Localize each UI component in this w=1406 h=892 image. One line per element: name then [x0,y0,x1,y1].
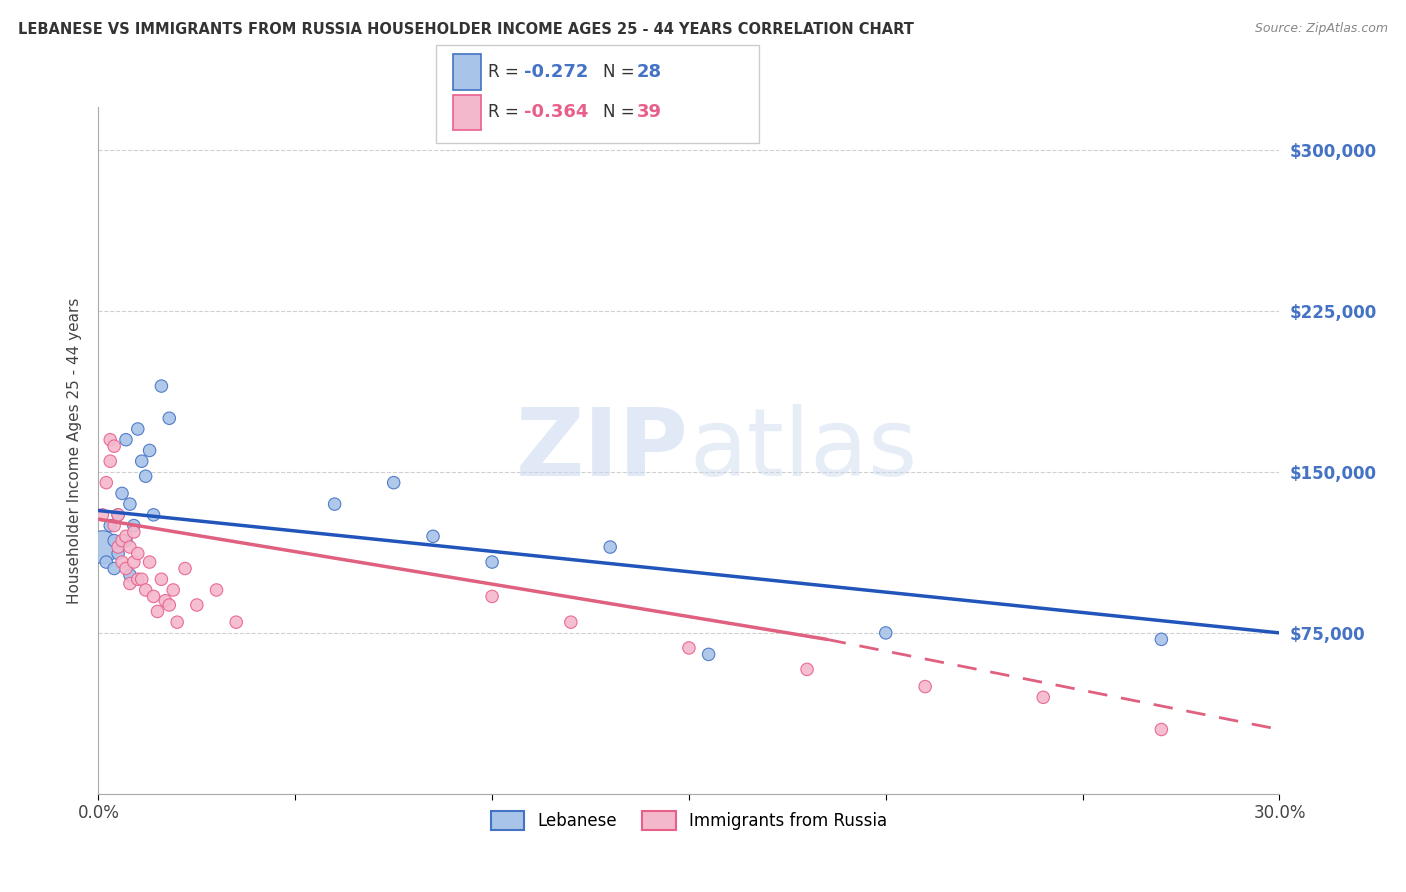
Point [122,524,145,539]
Point [142,590,165,604]
Point [174,561,197,575]
Point [157,411,180,425]
Point [127,572,149,586]
Y-axis label: Householder Income Ages 25 - 44 years: Householder Income Ages 25 - 44 years [66,297,82,604]
Text: Source: ZipAtlas.com: Source: ZipAtlas.com [1254,22,1388,36]
Point [111,555,134,569]
Text: atlas: atlas [689,404,917,497]
Point [138,555,160,569]
Point [103,561,125,575]
Text: ZIP: ZIP [516,404,689,497]
Point [186,598,208,612]
Point [118,540,141,554]
Point [481,590,503,604]
Point [111,486,134,500]
Point [122,518,145,533]
Point [1032,690,1054,705]
Point [127,546,149,561]
Point [142,508,165,522]
Point [107,546,129,561]
Point [127,422,149,436]
Point [91,508,114,522]
Point [96,475,118,490]
Point [91,540,114,554]
Legend: Lebanese, Immigrants from Russia: Lebanese, Immigrants from Russia [484,805,894,837]
Point [678,640,700,655]
Point [382,475,405,490]
Point [422,529,444,543]
Point [103,518,125,533]
Point [131,572,153,586]
Text: -0.364: -0.364 [524,103,589,121]
Point [115,533,138,548]
Text: R =: R = [488,63,524,81]
Point [98,518,121,533]
Point [1150,723,1173,737]
Point [166,615,188,630]
Point [118,568,141,582]
Point [796,662,818,676]
Point [118,497,141,511]
Point [98,454,121,468]
Point [162,582,184,597]
Point [111,533,134,548]
Point [914,680,936,694]
Point [560,615,582,630]
Point [875,626,897,640]
Point [323,497,346,511]
Point [107,508,129,522]
Point [697,648,720,662]
Point [1150,632,1173,647]
Point [122,555,145,569]
Point [98,433,121,447]
Point [115,529,138,543]
Point [135,469,157,483]
Point [138,443,160,458]
Point [155,593,177,607]
Point [481,555,503,569]
Point [107,540,129,554]
Text: N =: N = [603,63,640,81]
Point [135,582,157,597]
Text: 28: 28 [637,63,662,81]
Point [103,439,125,453]
Text: LEBANESE VS IMMIGRANTS FROM RUSSIA HOUSEHOLDER INCOME AGES 25 - 44 YEARS CORRELA: LEBANESE VS IMMIGRANTS FROM RUSSIA HOUSE… [18,22,914,37]
Point [103,533,125,548]
Point [205,582,228,597]
Point [146,604,169,618]
Text: -0.272: -0.272 [524,63,589,81]
Point [157,598,180,612]
Point [150,379,173,393]
Point [96,555,118,569]
Point [107,508,129,522]
Point [115,561,138,575]
Text: N =: N = [603,103,640,121]
Point [131,454,153,468]
Point [118,576,141,591]
Point [150,572,173,586]
Text: R =: R = [488,103,524,121]
Point [115,433,138,447]
Point [225,615,247,630]
Text: 39: 39 [637,103,662,121]
Point [599,540,621,554]
